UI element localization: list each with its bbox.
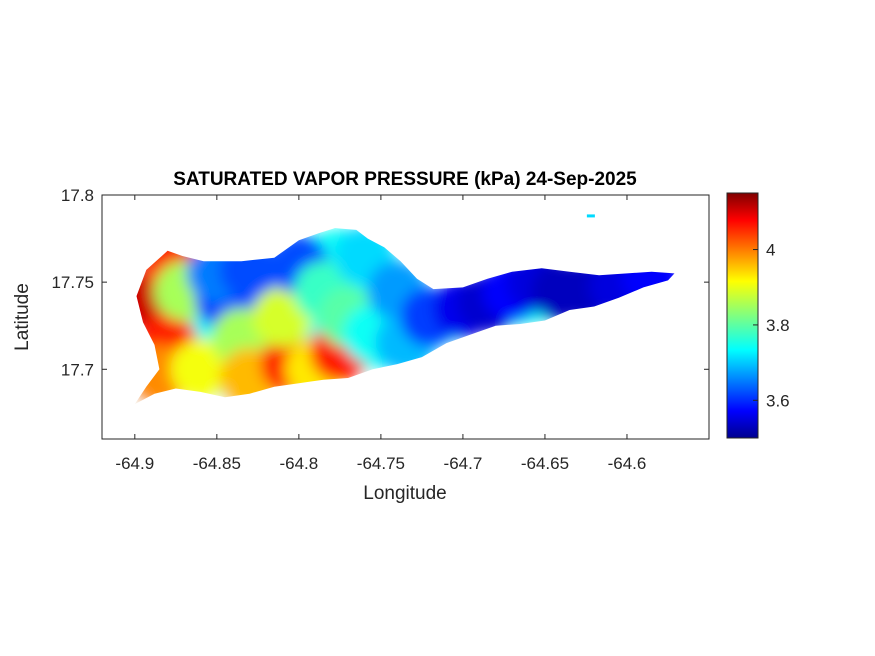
x-tick-label: -64.7 bbox=[444, 454, 483, 473]
x-tick-label: -64.9 bbox=[115, 454, 154, 473]
y-axis: 17.7 17.75 17.8 bbox=[51, 186, 709, 379]
x-tick-label: -64.75 bbox=[357, 454, 405, 473]
x-tick-label: -64.85 bbox=[193, 454, 241, 473]
x-axis: -64.9 -64.85 -64.8 -64.75 -64.7 -64.65 -64.6 bbox=[115, 195, 646, 473]
y-tick-label: 17.75 bbox=[51, 273, 94, 292]
y-tick-label: 17.8 bbox=[61, 186, 94, 205]
colorbar: 3.6 3.8 4 bbox=[726, 192, 790, 439]
colorbar-gradient bbox=[726, 192, 759, 439]
chart-title: SATURATED VAPOR PRESSURE (kPa) 24-Sep-20… bbox=[173, 169, 637, 190]
colorbar-tick-label: 3.6 bbox=[766, 391, 790, 410]
colorbar-tick-label: 3.8 bbox=[766, 316, 790, 335]
x-tick-label: -64.8 bbox=[279, 454, 318, 473]
x-axis-label: Longitude bbox=[363, 483, 446, 504]
x-tick-label: -64.6 bbox=[608, 454, 647, 473]
islet bbox=[586, 214, 595, 218]
field-sample bbox=[170, 339, 231, 400]
y-tick-label: 17.7 bbox=[61, 360, 94, 379]
colorbar-tick-label: 4 bbox=[766, 241, 775, 260]
y-axis-label: Latitude bbox=[12, 283, 33, 351]
colorbar-ticks: 3.6 3.8 4 bbox=[753, 241, 790, 410]
x-tick-label: -64.65 bbox=[521, 454, 569, 473]
